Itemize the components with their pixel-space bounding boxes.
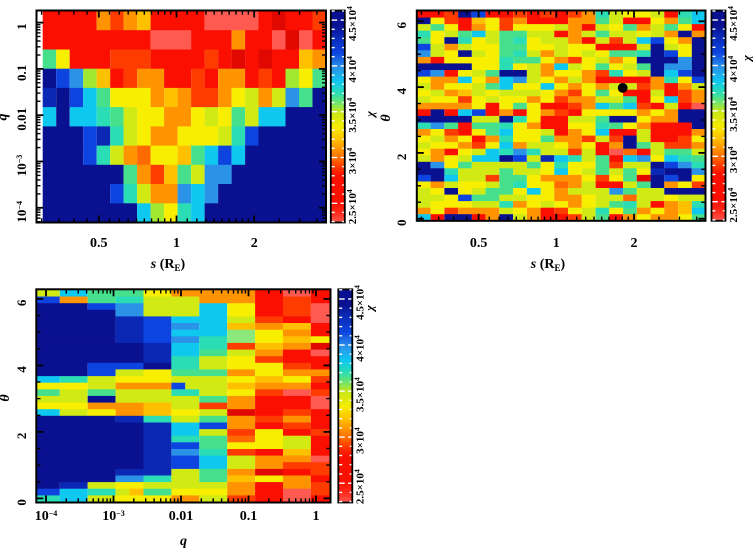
svg-text:3.5×104: 3.5×104 — [345, 98, 359, 133]
svg-text:χ: χ — [740, 55, 754, 63]
svg-text:q: q — [180, 534, 187, 548]
svg-text:2: 2 — [251, 236, 258, 251]
svg-text:1: 1 — [14, 23, 29, 30]
svg-text:3×104: 3×104 — [726, 146, 740, 173]
svg-text:s (RE): s (RE) — [530, 257, 566, 273]
svg-text:4: 4 — [394, 87, 409, 94]
svg-text:s (RE): s (RE) — [150, 257, 186, 273]
svg-text:0.1: 0.1 — [14, 65, 29, 81]
svg-text:4×104: 4×104 — [353, 335, 367, 362]
svg-text:4.5×104: 4.5×104 — [726, 6, 740, 41]
svg-text:1: 1 — [173, 236, 180, 251]
svg-text:0: 0 — [14, 499, 29, 506]
svg-text:2.5×104: 2.5×104 — [353, 469, 367, 504]
svg-text:2.5×104: 2.5×104 — [345, 189, 359, 224]
svg-text:4×104: 4×104 — [345, 56, 359, 83]
svg-text:3.5×104: 3.5×104 — [353, 377, 367, 412]
svg-text:1: 1 — [313, 509, 320, 524]
svg-text:2: 2 — [14, 433, 29, 440]
svg-text:2: 2 — [394, 154, 409, 161]
svg-text:4.5×104: 4.5×104 — [345, 6, 359, 41]
svg-text:0.01: 0.01 — [169, 509, 194, 524]
svg-text:0.1: 0.1 — [240, 509, 258, 524]
svg-text:2.5×104: 2.5×104 — [726, 188, 740, 223]
svg-text:3×104: 3×104 — [345, 147, 359, 174]
svg-text:1: 1 — [553, 236, 560, 251]
svg-text:6: 6 — [394, 22, 409, 29]
svg-text:2: 2 — [631, 236, 638, 251]
svg-text:θ: θ — [379, 114, 394, 122]
svg-text:4×104: 4×104 — [726, 55, 740, 82]
svg-text:0.5: 0.5 — [90, 236, 108, 251]
svg-text:3.5×104: 3.5×104 — [726, 97, 740, 132]
svg-text:χ: χ — [363, 111, 377, 119]
svg-text:0.5: 0.5 — [470, 236, 488, 251]
svg-text:4: 4 — [14, 366, 29, 373]
svg-text:3×104: 3×104 — [353, 427, 367, 454]
svg-text:0.01: 0.01 — [14, 108, 29, 131]
svg-text:4.5×104: 4.5×104 — [353, 285, 367, 320]
svg-text:χ: χ — [363, 305, 377, 313]
svg-text:6: 6 — [14, 299, 29, 306]
svg-text:θ: θ — [0, 394, 13, 402]
svg-text:0: 0 — [394, 219, 409, 226]
svg-text:q: q — [0, 114, 11, 121]
